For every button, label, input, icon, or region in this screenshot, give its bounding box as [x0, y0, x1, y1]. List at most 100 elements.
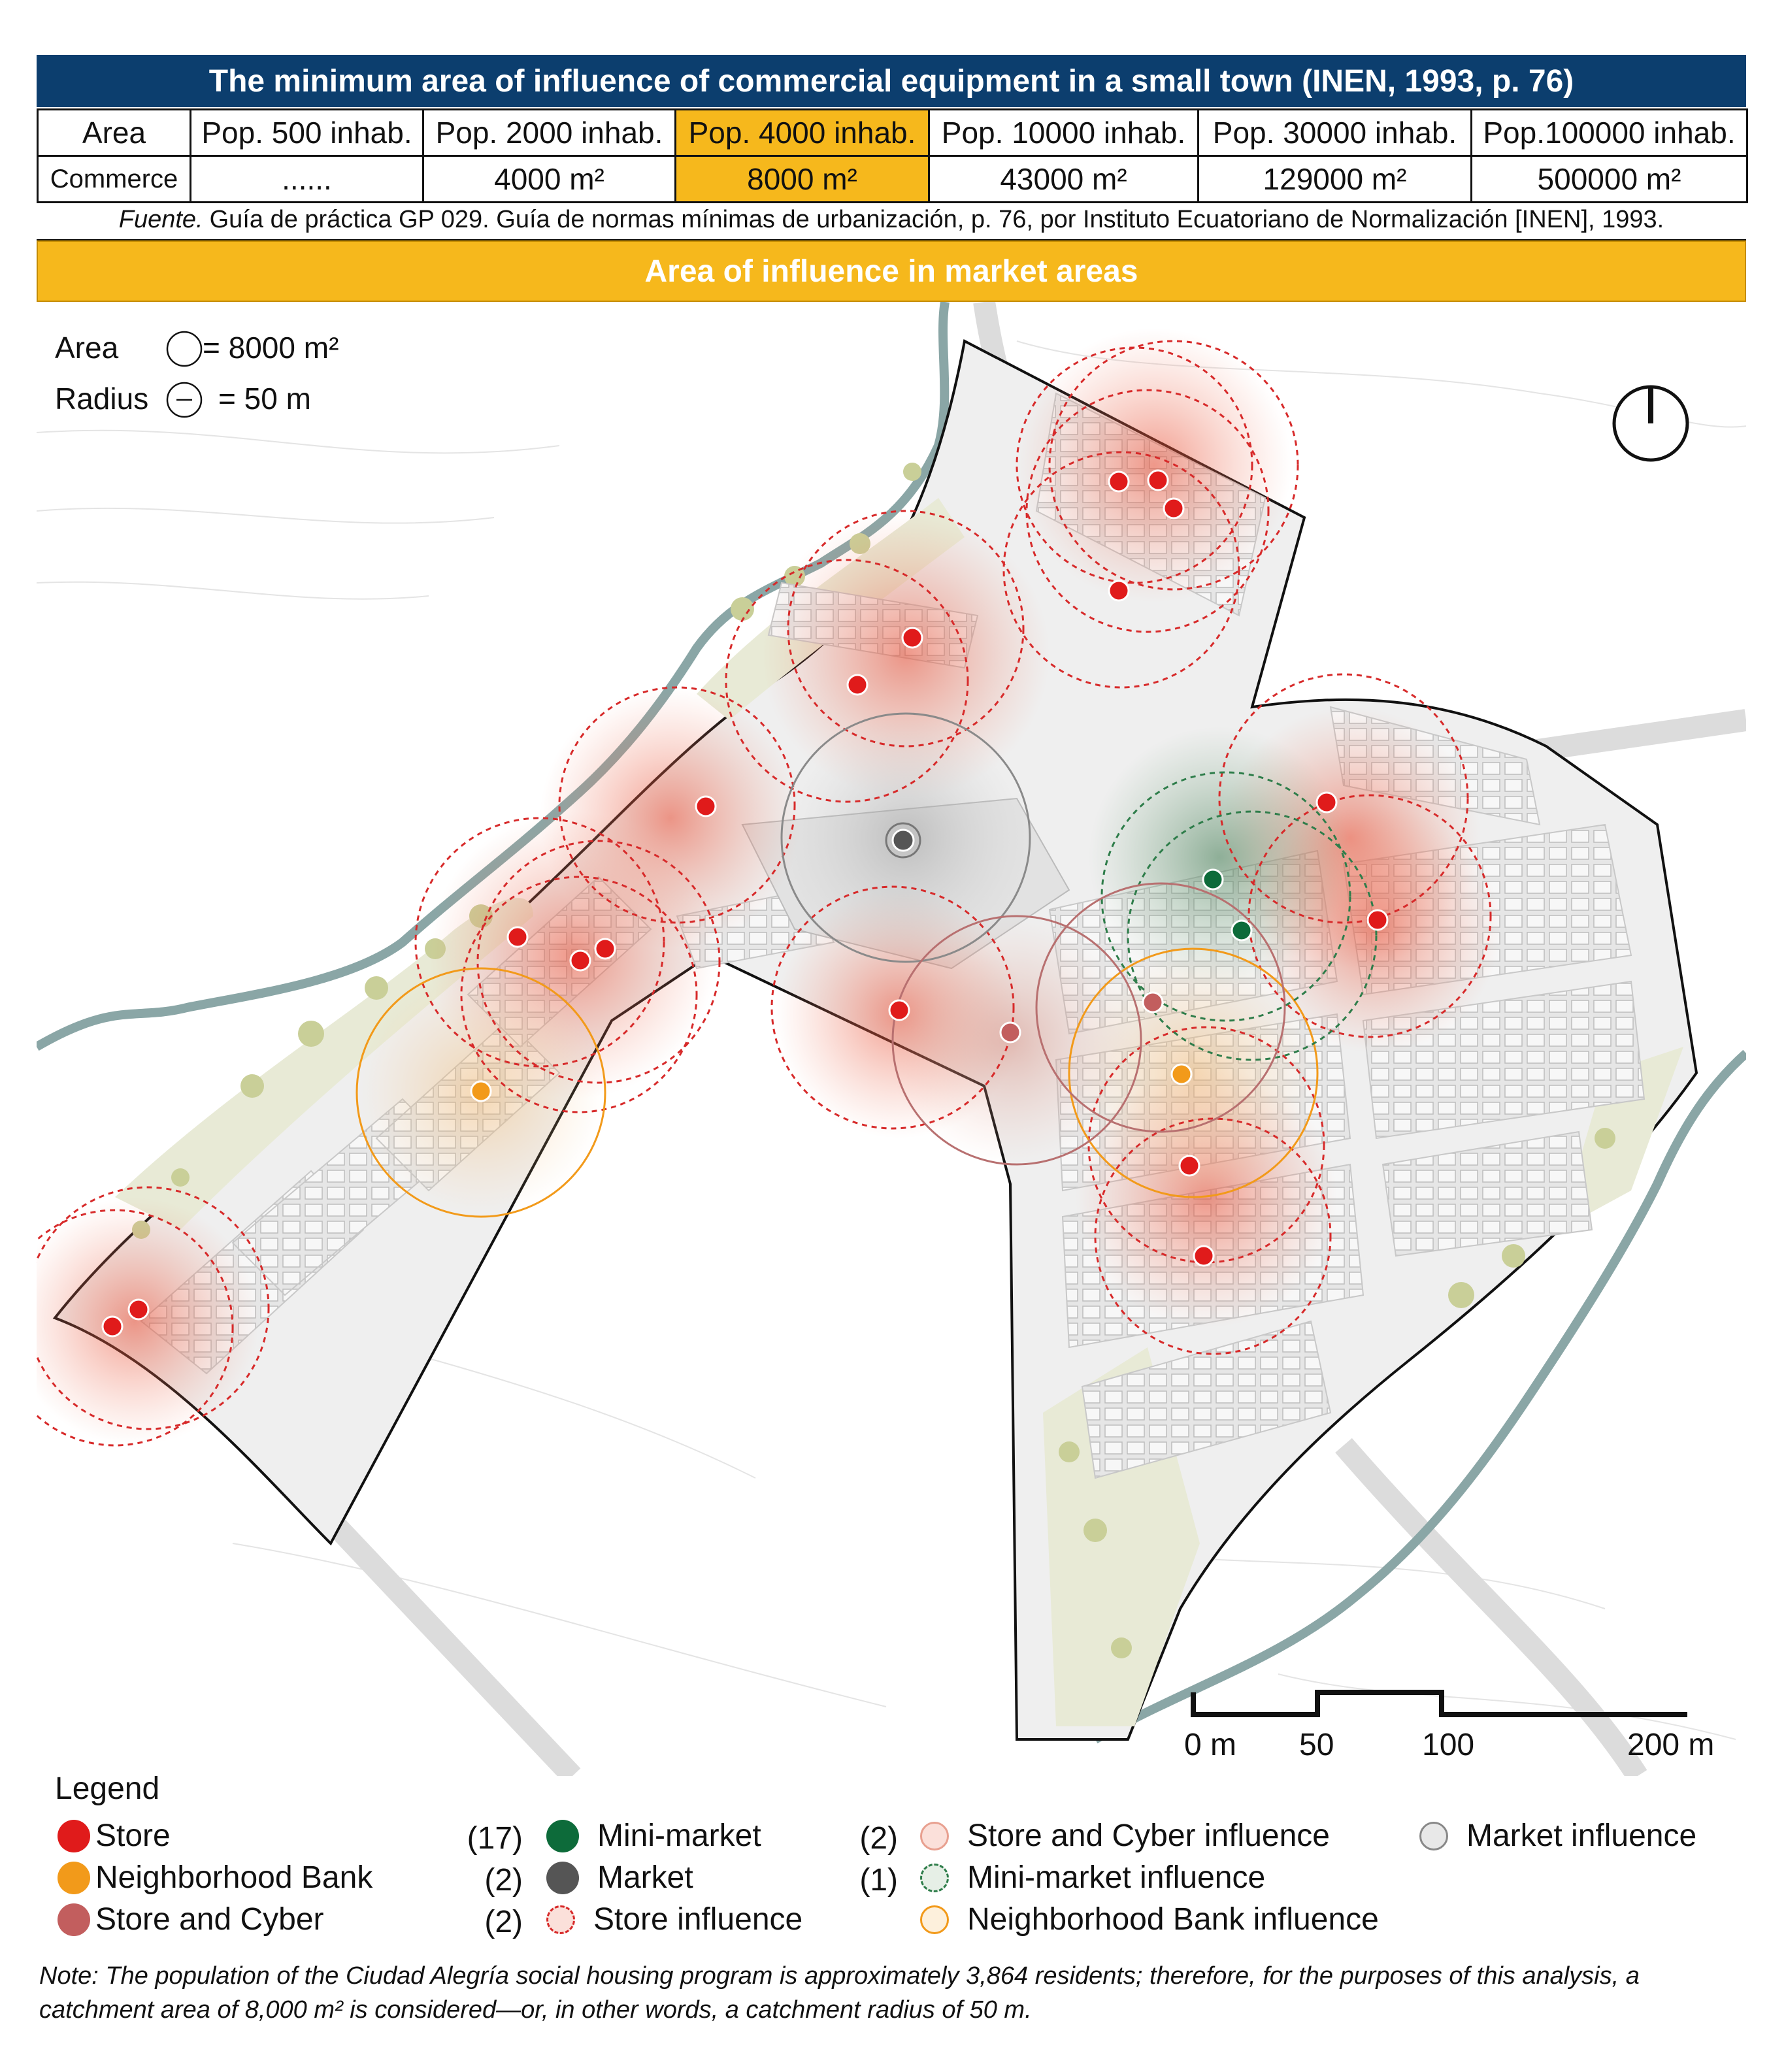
store-influence-rings: [37, 340, 1492, 1447]
legend-label: Store: [95, 1818, 171, 1853]
legend-label: Store and Cyber: [95, 1902, 324, 1937]
table-row: Commerce ...... 4000 m² 8000 m² 43000 m²…: [37, 155, 1748, 203]
neighborhood-bank-marker: [1170, 1063, 1193, 1085]
store-cyber-marker: [1142, 991, 1164, 1013]
requirements-table: Area Pop. 500 inhab. Pop. 2000 inhab. Po…: [37, 108, 1748, 203]
legend-item-market: Market: [546, 1860, 693, 1896]
store-marker: [1178, 1155, 1200, 1177]
scale-label: 50: [1299, 1728, 1334, 1762]
scale-label: 200 m: [1627, 1728, 1714, 1762]
market-influence-ring: [780, 712, 1031, 963]
section-title: Area of influence in market areas: [644, 254, 1138, 289]
table-cell-highlight: 8000 m²: [674, 155, 930, 203]
key-radius-label: Radius: [55, 382, 148, 416]
legend-item-cyber-influence: Store and Cyber influence: [920, 1818, 1330, 1854]
key-area-value: = 8000 m²: [203, 331, 339, 365]
river: [1093, 1049, 1746, 1744]
legend-label: Neighborhood Bank: [95, 1860, 373, 1895]
legend-label: Market influence: [1466, 1818, 1697, 1853]
section-band: Area of influence in market areas: [37, 240, 1746, 302]
legend-item-market-influence: Market influence: [1419, 1818, 1696, 1854]
key-area-label: Area: [55, 331, 119, 365]
table-row: Area Pop. 500 inhab. Pop. 2000 inhab. Po…: [37, 108, 1748, 157]
store-marker: [888, 999, 910, 1021]
key-radius-value: = 50 m: [218, 382, 311, 416]
store-marker: [1147, 469, 1169, 491]
cyber-markers: [999, 991, 1164, 1044]
store-marker: [506, 926, 529, 948]
store-marker: [1366, 909, 1389, 931]
legend-count: (1): [859, 1863, 898, 1898]
legend-count: (2): [859, 1821, 898, 1856]
store-marker: [846, 674, 868, 696]
legend-label: Store influence: [593, 1902, 803, 1937]
footnote: Note: The population of the Ciudad Alegr…: [39, 1962, 1640, 2024]
cyber-influence-icon: [920, 1821, 949, 1850]
legend-label: Mini-market influence: [967, 1860, 1266, 1895]
store-cyber-marker: [999, 1021, 1021, 1044]
table-cell: ......: [190, 155, 424, 203]
cyber-dot-icon: [58, 1903, 90, 1936]
table-cell: 4000 m²: [422, 155, 676, 203]
minimarket-influence-icon: [920, 1863, 949, 1892]
scale-label: 0 m: [1184, 1728, 1236, 1762]
table-cell: Pop. 10000 inhab.: [928, 108, 1199, 157]
source-text: Guía de práctica GP 029. Guía de normas …: [209, 205, 1664, 233]
legend-item-bank-influence: Neighborhood Bank influence: [920, 1901, 1379, 1937]
legend-label: Store and Cyber influence: [967, 1818, 1330, 1853]
minimarket-influence-rings: [1100, 771, 1378, 1061]
table-cell: Pop. 2000 inhab.: [422, 108, 676, 157]
bank-markers: [470, 1063, 1193, 1102]
table-cell: 500000 m²: [1470, 155, 1748, 203]
store-influence-icon: [546, 1905, 575, 1934]
mini-market-marker: [1231, 919, 1253, 942]
source-italic: Fuente.: [118, 205, 203, 233]
store-markers: [101, 469, 1389, 1338]
minimarket-markers: [1202, 868, 1253, 942]
site-map: Area = 8000 m² Radius = 50 m 0 m 50 100 …: [37, 302, 1746, 1776]
table-cell: Commerce: [37, 155, 191, 203]
legend-item-minimarket-influence: Mini-market influence: [920, 1860, 1265, 1896]
legend-count: (2): [484, 1905, 523, 1939]
cyber-influence-rings: [891, 882, 1286, 1166]
bank-influence-icon: [920, 1905, 949, 1934]
store-marker: [594, 938, 616, 960]
legend-label: Neighborhood Bank influence: [967, 1902, 1379, 1937]
store-marker: [127, 1298, 150, 1321]
store-marker: [901, 627, 923, 649]
source-citation: Fuente. Guía de práctica GP 029. Guía de…: [37, 200, 1746, 241]
area-circle-icon: [166, 331, 203, 367]
store-marker: [1108, 470, 1130, 493]
minimarket-dot-icon: [546, 1819, 579, 1852]
influence-areas: [37, 328, 1500, 1445]
store-dot-icon: [58, 1819, 90, 1852]
scale-bar: 0 m 50 100 200 m: [1184, 1690, 1714, 1762]
bank-dot-icon: [58, 1861, 90, 1894]
legend-label: Market: [597, 1860, 693, 1895]
table-cell: Area: [37, 108, 191, 157]
legend-count: (17): [467, 1821, 523, 1856]
title-bar: The minimum area of influence of commerc…: [37, 55, 1746, 107]
scale-label: 100: [1422, 1728, 1474, 1762]
store-marker: [1108, 580, 1130, 602]
legend-item-mini-market: Mini-market: [546, 1818, 761, 1854]
mini-market-marker: [1202, 868, 1224, 891]
table-cell: 129000 m²: [1197, 155, 1472, 203]
legend-item-store-cyber: Store and Cyber: [58, 1901, 324, 1937]
bank-influence-rings: [356, 947, 1319, 1218]
north-arrow-icon: [1612, 385, 1689, 462]
legend-item-store: Store: [58, 1818, 171, 1854]
legend-label: Mini-market: [597, 1818, 761, 1853]
neighborhood-bank-marker: [470, 1080, 492, 1102]
market-marker: [885, 822, 921, 859]
legend-item-store-influence: Store influence: [546, 1901, 802, 1937]
table-cell: 43000 m²: [928, 155, 1199, 203]
table-cell: Pop. 30000 inhab.: [1197, 108, 1472, 157]
store-marker: [569, 949, 591, 972]
market-influence-icon: [1419, 1821, 1448, 1850]
store-marker: [1193, 1245, 1215, 1267]
page-title: The minimum area of influence of commerc…: [208, 63, 1574, 99]
table-cell: Pop.100000 inhab.: [1470, 108, 1748, 157]
table-cell: Pop. 500 inhab.: [190, 108, 424, 157]
table-cell-highlight: Pop. 4000 inhab.: [674, 108, 930, 157]
